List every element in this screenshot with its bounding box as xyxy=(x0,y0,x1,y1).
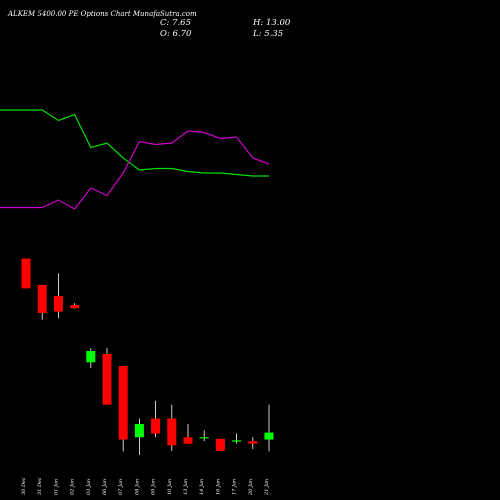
x-tick-label: 10 Jan xyxy=(167,479,173,495)
x-tick-label: 03 Jan xyxy=(86,479,92,495)
candle-body xyxy=(183,437,193,444)
candle-body xyxy=(86,350,96,363)
x-tick-label: 02 Jan xyxy=(70,479,76,495)
x-tick-label: 20 Jan xyxy=(248,479,254,496)
x-tick-label: 21 Jan xyxy=(264,479,270,496)
indicator-line-2 xyxy=(0,130,270,210)
x-tick-label: 30 Dec xyxy=(21,477,27,495)
high-value: H: 13.00 xyxy=(253,18,291,28)
candle-body xyxy=(232,440,242,442)
chart-title: ALKEM 5400.00 PE Options Chart MunafaSut… xyxy=(8,10,197,18)
low-value: L: 5.35 xyxy=(253,29,284,39)
x-tick-label: 13 Jan xyxy=(183,479,189,495)
candle-body xyxy=(215,438,225,451)
candle-body xyxy=(264,432,274,440)
x-tick-label: 08 Jan xyxy=(134,479,140,495)
candle-body xyxy=(118,366,128,440)
candle-body xyxy=(151,418,161,434)
open-value: O: 6.70 xyxy=(160,29,192,39)
x-tick-label: 09 Jan xyxy=(151,479,157,495)
candle-body xyxy=(199,437,209,439)
candle-body xyxy=(102,353,112,405)
candle-body xyxy=(53,296,63,312)
candle-body xyxy=(167,418,177,446)
x-tick-label: 06 Jan xyxy=(102,479,108,495)
close-value: C: 7.65 xyxy=(160,18,191,28)
x-tick-label: 17 Jan xyxy=(232,479,238,495)
x-tick-label: 31 Dec xyxy=(37,477,43,495)
candle-body xyxy=(21,258,31,289)
x-tick-label: 01 Jan xyxy=(53,479,59,495)
candle-body xyxy=(70,305,80,309)
candle-body xyxy=(248,441,258,444)
x-tick-label: 14 Jan xyxy=(199,479,205,495)
x-tick-label: 16 Jan xyxy=(215,479,221,495)
candle-body xyxy=(37,284,47,313)
x-tick-label: 07 Jan xyxy=(118,479,124,495)
indicator-line-1 xyxy=(0,109,269,177)
candle-body xyxy=(134,424,144,438)
